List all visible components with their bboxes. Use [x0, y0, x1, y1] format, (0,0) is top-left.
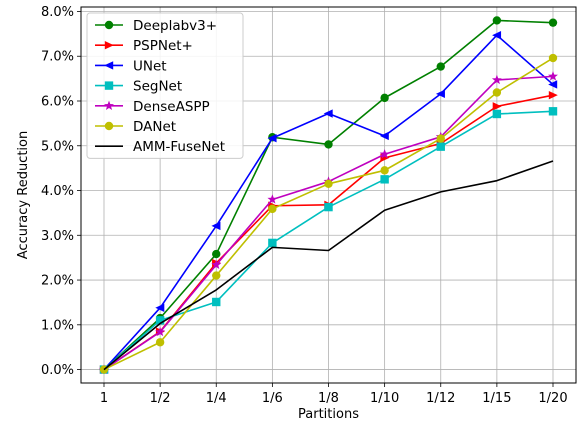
y-tick-label: 0.0% [41, 363, 74, 378]
y-tick-label: 5.0% [41, 139, 74, 154]
data-point [324, 179, 333, 189]
data-point [548, 53, 558, 63]
data-point [492, 31, 502, 40]
legend-swatch-marker [104, 100, 114, 111]
data-point [380, 166, 389, 175]
data-point [436, 134, 445, 143]
plot-series [99, 16, 558, 374]
data-point [436, 62, 445, 71]
legend-item: PSPNet+ [95, 38, 193, 54]
x-tick-label: 1/8 [318, 391, 339, 406]
legend-item: UNet [95, 58, 167, 74]
legend-item: AMM-FuseNet [95, 139, 225, 155]
data-point [211, 221, 221, 231]
data-point [212, 249, 221, 259]
legend-label: UNet [133, 58, 167, 74]
series-line [103, 160, 554, 371]
y-tick-label: 8.0% [41, 5, 74, 20]
data-point [323, 109, 333, 118]
y-tick-label: 1.0% [41, 318, 74, 333]
legend-label: DANet [133, 119, 176, 135]
data-point [379, 149, 390, 159]
data-point [492, 102, 502, 111]
legend-swatch-marker [104, 20, 114, 30]
data-point [211, 259, 222, 270]
data-point [436, 142, 445, 151]
data-point [548, 18, 558, 27]
x-tick-label: 1/4 [206, 391, 227, 406]
legend-label: Deeplabv3+ [133, 18, 217, 34]
data-point [155, 338, 165, 347]
data-point [548, 71, 558, 81]
data-point [155, 326, 166, 337]
data-point [267, 133, 277, 143]
legend-item: Deeplabv3+ [95, 18, 217, 34]
data-point [155, 316, 165, 325]
x-tick-label: 1/10 [370, 391, 399, 406]
data-point [212, 271, 221, 280]
legend-item: DenseASPP [95, 99, 210, 115]
legend-box [86, 12, 244, 159]
legend-label: SegNet [133, 79, 182, 95]
x-tick-label: 1/2 [150, 391, 171, 406]
y-tick-label: 4.0% [41, 184, 74, 199]
data-point [379, 131, 389, 141]
data-point [492, 109, 502, 119]
series-amm-fusenet [103, 160, 554, 371]
legend-swatch-marker [104, 81, 114, 90]
legend-swatch-marker [104, 121, 114, 131]
x-tick-label: 1 [100, 391, 108, 406]
data-point [491, 74, 502, 85]
y-tick-label: 6.0% [41, 95, 74, 110]
data-point [492, 16, 502, 25]
data-point [380, 175, 389, 184]
data-point [380, 93, 389, 103]
axis-ticks: 1 1/2 1/4 1/6 1/8 1/10 1/12 1/15 1/20 0.0% 1.0% 2.0… [41, 5, 568, 406]
legend: Deeplabv3+ PSPNet+ UNet SegNet DenseASPP DANe… [86, 12, 244, 159]
legend-item: SegNet [95, 79, 182, 95]
data-point [492, 88, 502, 97]
series-unet [99, 31, 558, 374]
data-point [548, 90, 558, 100]
data-point [324, 140, 333, 149]
legend-label: DenseASPP [133, 99, 210, 115]
legend-swatch-marker [104, 41, 114, 50]
y-tick-label: 7.0% [41, 50, 74, 65]
data-point [155, 303, 165, 312]
y-tick-label: 3.0% [41, 229, 74, 244]
legend-label: AMM-FuseNet [133, 139, 225, 155]
legend-label: PSPNet+ [133, 38, 193, 54]
x-tick-label: 1/12 [426, 391, 455, 406]
data-point [212, 297, 221, 307]
x-tick-label: 1/15 [482, 391, 511, 406]
x-tick-label: 1/6 [262, 391, 283, 406]
data-point [548, 80, 558, 89]
series-danet [99, 53, 558, 374]
data-point [268, 204, 277, 214]
legend-swatch-marker [104, 61, 114, 70]
data-point [324, 202, 333, 212]
data-point [548, 107, 558, 116]
data-point [435, 89, 445, 99]
x-tick-label: 1/20 [538, 391, 567, 406]
data-point [267, 194, 278, 204]
x-axis-label: Partitions [298, 407, 359, 422]
y-axis-label: Accuracy Reduction [16, 131, 31, 259]
y-tick-label: 2.0% [41, 274, 74, 289]
legend-item: DANet [95, 119, 176, 135]
data-point [268, 238, 277, 248]
